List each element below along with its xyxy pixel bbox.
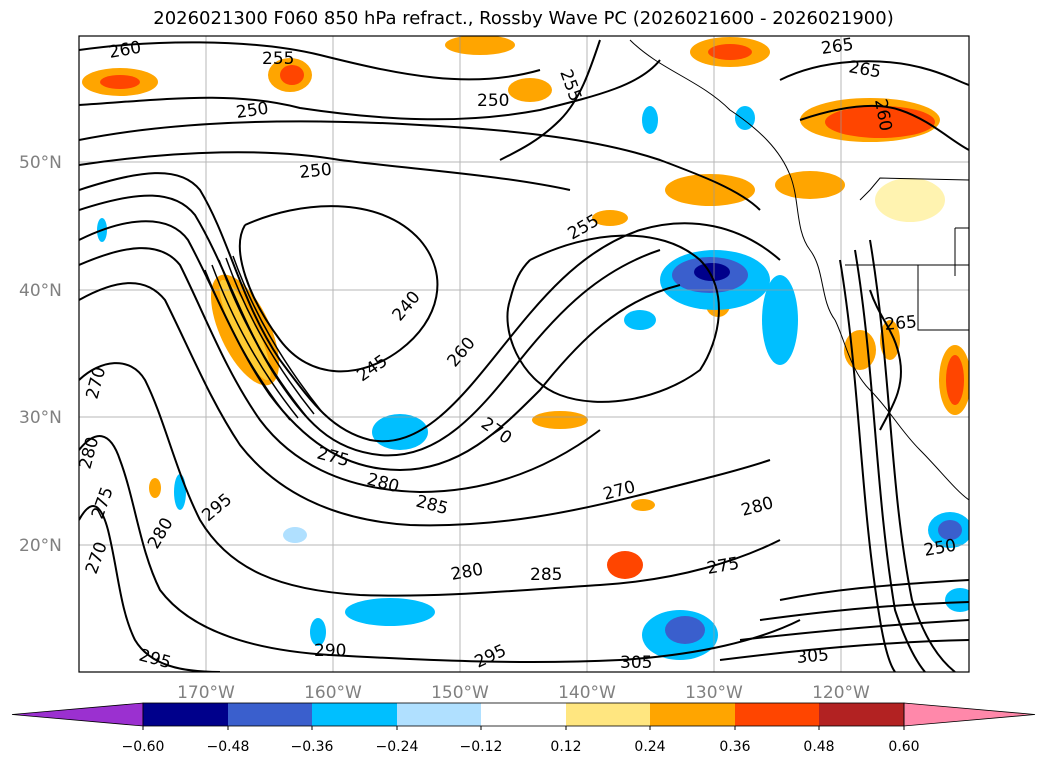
coastlines <box>629 39 969 501</box>
colorbar-segment <box>735 703 819 726</box>
contour-label: 305 <box>796 645 830 668</box>
colorbar-tick-label: −0.60 <box>122 739 165 755</box>
colorbar-segment <box>566 703 650 726</box>
map-content <box>79 36 969 672</box>
lat-label-50n: 50°N <box>19 153 62 173</box>
lon-label-140w: 140°W <box>558 683 616 703</box>
contour-label: 285 <box>530 565 562 585</box>
colorbar-tick-label: 0.60 <box>888 739 919 755</box>
contour-label: 290 <box>314 641 346 661</box>
lon-label-130w: 130°W <box>685 683 743 703</box>
colorbar-outline <box>142 702 905 727</box>
contour-lines <box>79 39 969 672</box>
colorbar-tick-label: 0.12 <box>550 739 581 755</box>
lon-label-170w: 170°W <box>177 683 235 703</box>
colorbar-tick-label: 0.36 <box>719 739 750 755</box>
colorbar-segment <box>481 703 566 726</box>
colorbar-tick-label: −0.12 <box>460 739 503 755</box>
colorbar-segment <box>228 703 312 726</box>
colorbar-segment <box>143 703 228 726</box>
contour-label: 265 <box>884 312 918 335</box>
colorbar-extend-high <box>903 702 1036 727</box>
colorbar-tick-label: −0.48 <box>207 739 250 755</box>
lon-label-150w: 150°W <box>431 683 489 703</box>
map-frame <box>78 35 970 673</box>
colorbar <box>11 702 1036 730</box>
lat-label-30n: 30°N <box>19 408 62 428</box>
map-title: 2026021300 F060 850 hPa refract., Rossby… <box>153 8 894 29</box>
lon-label-160w: 160°W <box>304 683 362 703</box>
colorbar-segment <box>397 703 481 726</box>
negative-anomaly-shading <box>97 106 969 660</box>
colorbar-tick-label: −0.24 <box>376 739 419 755</box>
colorbar-ticks: −0.60 −0.48 −0.36 −0.24 −0.12 0.12 0.24 … <box>122 739 920 755</box>
contour-label: 250 <box>235 99 270 123</box>
colorbar-segment <box>650 703 735 726</box>
lat-label-20n: 20°N <box>19 536 62 556</box>
colorbar-segment <box>819 703 904 726</box>
colorbar-tick-label: −0.36 <box>291 739 334 755</box>
lon-label-120w: 120°W <box>812 683 870 703</box>
colorbar-tick-label: 0.24 <box>634 739 665 755</box>
contour-label: 250 <box>298 160 332 183</box>
contour-label: 265 <box>820 35 855 59</box>
contour-label: 305 <box>620 653 652 673</box>
dense-contour-pack <box>204 255 323 421</box>
contour-label: 255 <box>262 49 294 69</box>
lat-label-40n: 40°N <box>19 281 62 301</box>
colorbar-tick-label: 0.48 <box>803 739 834 755</box>
colorbar-extend-low <box>11 702 144 727</box>
colorbar-segment <box>312 703 397 726</box>
contour-label: 250 <box>477 91 509 111</box>
